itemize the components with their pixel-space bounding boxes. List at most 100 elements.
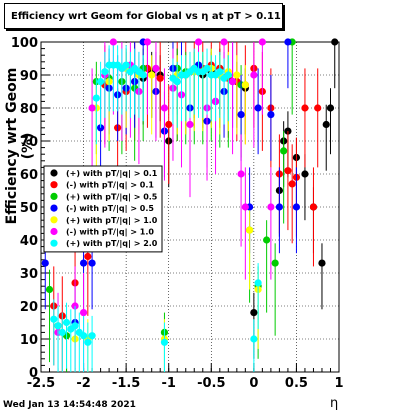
data-point <box>62 318 71 327</box>
chart-title-box: Efficiency wrt Geom for Global vs η at p… <box>4 3 283 29</box>
data-point <box>267 203 275 211</box>
data-point <box>160 338 169 346</box>
data-point <box>194 38 203 46</box>
data-point <box>284 167 292 175</box>
data-point <box>258 38 266 46</box>
data-point <box>58 328 66 336</box>
y-tick-label: 70 <box>20 135 38 150</box>
legend-label: (+) with pT/|q| > 1.0 <box>66 216 158 225</box>
data-point <box>148 71 156 79</box>
data-point <box>275 203 283 211</box>
data-point <box>254 279 262 287</box>
legend-marker <box>50 204 58 212</box>
data-point <box>224 71 232 79</box>
x-tick-label: -2.5 <box>27 376 55 391</box>
data-point <box>88 259 96 267</box>
y-tick-label: 80 <box>20 102 38 117</box>
legend-box <box>43 165 163 253</box>
data-point <box>88 104 96 112</box>
data-point <box>45 285 54 294</box>
legend-marker <box>50 192 58 200</box>
y-tick-label: 30 <box>20 267 38 282</box>
series-7 <box>50 45 262 372</box>
legend-marker <box>50 181 58 189</box>
data-point <box>331 38 339 46</box>
x-tick-label: 0 <box>249 376 258 391</box>
data-point <box>79 332 88 340</box>
y-tick-label: 10 <box>20 333 38 348</box>
data-point <box>156 74 164 82</box>
data-point <box>79 309 88 317</box>
y-tick-label: 90 <box>20 69 38 84</box>
data-point <box>263 236 271 244</box>
legend-label: (+) with pT/|q| > 2.0 <box>66 239 158 248</box>
data-point <box>139 71 147 79</box>
x-tick-label: -0.5 <box>197 376 225 391</box>
data-point <box>301 170 309 178</box>
y-tick-label: 100 <box>11 36 38 51</box>
legend-label: (-) with pT/|q| > 0.1 <box>66 181 154 190</box>
legend-label: (-) with pT/|q| > 0.5 <box>66 204 154 213</box>
data-point <box>284 38 292 46</box>
data-point <box>241 81 249 89</box>
x-tick-label: -1 <box>161 376 175 391</box>
data-point <box>246 226 254 234</box>
data-point <box>41 259 49 267</box>
legend: (+) with pT/|q| > 0.1 (-) with pT/|q| > 0… <box>43 165 163 253</box>
y-tick-label: 50 <box>20 201 38 216</box>
data-point <box>84 338 92 346</box>
data-point <box>54 322 62 330</box>
data-point <box>216 68 224 76</box>
data-point <box>79 259 88 267</box>
data-point <box>271 259 279 267</box>
x-tick-label: -2 <box>76 376 90 391</box>
data-point <box>152 64 160 72</box>
data-point <box>250 309 258 317</box>
legend-label: (+) with pT/|q| > 0.1 <box>66 169 158 178</box>
legend-marker <box>50 216 58 224</box>
data-point <box>186 120 194 129</box>
data-point <box>309 203 318 211</box>
data-point <box>173 78 181 86</box>
y-tick-label: 20 <box>20 300 38 315</box>
data-point <box>165 120 173 129</box>
data-point <box>314 104 322 112</box>
data-point <box>250 71 258 79</box>
data-point <box>301 104 309 112</box>
data-point <box>84 252 92 261</box>
data-point <box>241 203 249 211</box>
data-marks <box>41 38 339 372</box>
data-point <box>203 64 211 72</box>
data-point <box>92 94 100 102</box>
data-point <box>318 259 326 267</box>
legend-marker <box>50 169 58 177</box>
data-point <box>326 104 335 112</box>
data-point <box>50 315 58 323</box>
data-point <box>237 170 245 178</box>
x-tick-label: 1 <box>334 376 343 391</box>
data-point <box>143 38 152 46</box>
data-point <box>250 335 258 343</box>
data-point <box>88 332 96 340</box>
data-point <box>71 322 79 330</box>
x-tick-label: 0.5 <box>285 376 308 391</box>
x-tick-label: -1.5 <box>112 376 140 391</box>
data-point <box>288 180 296 188</box>
axis-ticks: -2.5 -2 -1.5 -1 -0.5 0 0.5 10102030405060708090… <box>11 36 344 391</box>
datestamp: Wed Jan 13 14:54:48 2021 <box>3 400 136 410</box>
chart-title: Efficiency wrt Geom for Global vs η at p… <box>11 10 281 22</box>
data-point <box>322 120 330 129</box>
y-tick-label: 0 <box>29 366 38 381</box>
data-point <box>254 104 262 112</box>
x-axis-label: η <box>330 396 339 411</box>
data-point <box>101 68 109 76</box>
data-point <box>280 147 288 155</box>
data-point <box>160 104 169 112</box>
y-axis-label: Efficiency wrt Geom (%) <box>4 67 36 225</box>
legend-marker <box>50 227 58 236</box>
data-point <box>228 78 237 86</box>
data-point <box>292 203 301 211</box>
data-point <box>97 78 105 86</box>
data-point <box>233 71 241 79</box>
